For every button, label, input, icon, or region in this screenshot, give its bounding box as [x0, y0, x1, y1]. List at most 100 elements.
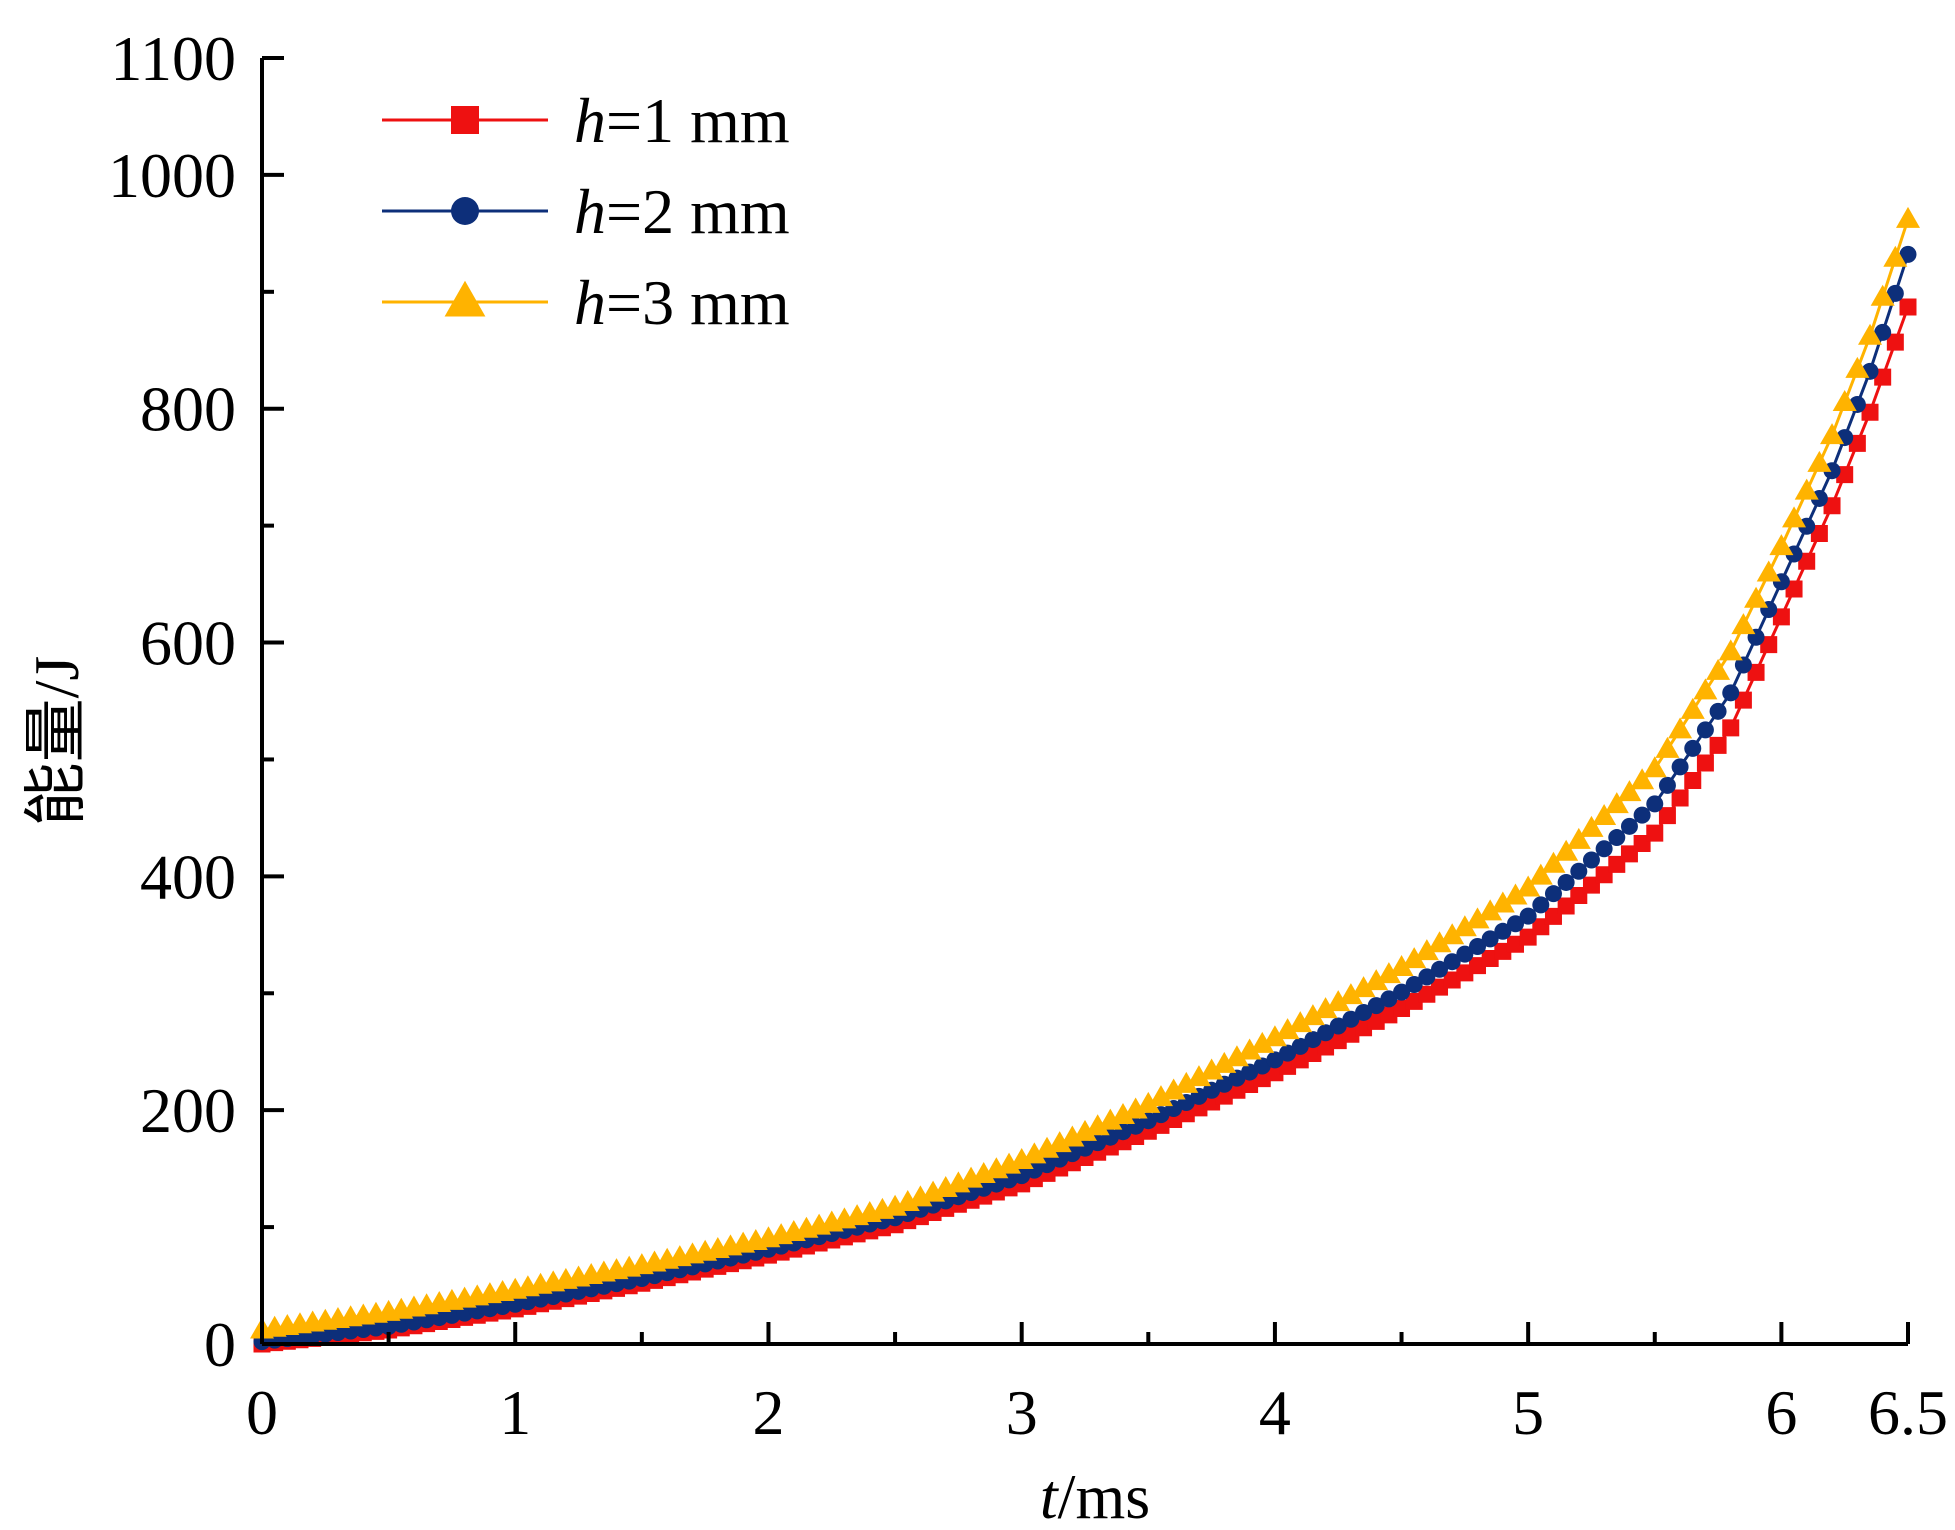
series-1-marker	[1861, 403, 1879, 421]
series-3-marker	[1782, 506, 1807, 528]
series-3-marker	[1237, 1038, 1262, 1060]
series-2-marker	[1443, 953, 1461, 971]
x-tick-label: 1	[499, 1377, 531, 1448]
series-2-marker	[1646, 795, 1664, 813]
series-2-marker	[1722, 684, 1740, 702]
series-3-marker	[1098, 1108, 1123, 1130]
series-2-marker	[1367, 997, 1385, 1015]
series-2-marker	[1405, 976, 1423, 994]
series-2-marker	[1684, 739, 1702, 757]
series-3-marker	[1896, 206, 1920, 228]
series-3-marker	[1313, 997, 1338, 1019]
series-3-marker	[1288, 1011, 1313, 1033]
x-tick-label: 5	[1512, 1377, 1544, 1448]
series-2-marker	[1241, 1063, 1259, 1081]
series-3-marker	[1655, 736, 1680, 758]
series-2-marker	[1355, 1003, 1373, 1021]
series-3-marker	[1035, 1136, 1060, 1158]
series-2-marker	[1899, 245, 1917, 263]
series-3-marker	[1212, 1051, 1237, 1073]
series-2-marker	[1671, 758, 1689, 776]
series-2-marker	[1393, 983, 1411, 1001]
series-3-marker	[1554, 839, 1579, 861]
series-1	[253, 298, 1917, 1353]
series-3-marker	[1452, 915, 1477, 937]
series-2-marker	[1734, 656, 1752, 674]
series-3-marker	[1769, 534, 1794, 556]
series-2-marker	[1582, 851, 1600, 869]
series-1-marker	[1722, 719, 1740, 737]
series-1-marker	[1899, 298, 1917, 316]
series-3-marker	[1326, 990, 1351, 1012]
series-3-marker	[1110, 1103, 1135, 1125]
series-3-marker	[1073, 1119, 1097, 1141]
series-2-line	[261, 253, 1910, 1344]
series-3-marker	[1250, 1031, 1275, 1053]
plot-series-group	[250, 206, 1920, 1353]
series-2-marker	[1620, 817, 1638, 835]
series-2-marker	[1532, 896, 1550, 914]
series-2-marker	[1709, 702, 1727, 720]
series-2-marker	[1886, 284, 1904, 302]
series-3-marker	[1807, 450, 1832, 472]
series-3-marker	[1300, 1004, 1325, 1026]
series-2-marker	[1418, 968, 1436, 986]
series-3-marker	[1794, 478, 1819, 500]
x-tick-label: 3	[1006, 1377, 1038, 1448]
series-3-marker	[1642, 756, 1667, 778]
series-3-marker	[1566, 827, 1591, 849]
legend-label: h=3 mm	[574, 267, 790, 338]
y-tick-label: 1100	[110, 23, 236, 94]
series-3-marker	[1402, 947, 1427, 969]
series-2-marker	[1342, 1010, 1360, 1028]
series-3-marker	[1275, 1018, 1300, 1040]
series-2-marker	[1279, 1044, 1297, 1062]
series-3-marker	[1832, 389, 1857, 411]
series-2	[253, 245, 1917, 1351]
legend: h=1 mm h=2 mm h=3 mm	[382, 85, 790, 338]
series-3-marker	[1351, 976, 1376, 998]
series-2-marker	[1304, 1031, 1322, 1049]
series-3-marker	[1706, 658, 1731, 680]
series-3-marker	[1604, 792, 1629, 814]
legend-item-2: h=2 mm	[382, 176, 790, 247]
series-1-marker	[1696, 754, 1714, 772]
series-2-marker	[1494, 922, 1512, 940]
series-3-marker	[1364, 969, 1389, 991]
series-1-marker	[1760, 636, 1778, 654]
series-3-marker	[1820, 423, 1845, 445]
series-2-marker	[1506, 915, 1524, 933]
series-2-marker	[1608, 829, 1626, 847]
series-2-marker	[1481, 930, 1499, 948]
series-3-marker	[1858, 323, 1883, 345]
series-2-marker	[1266, 1051, 1284, 1069]
legend-marker	[451, 197, 479, 225]
series-1-marker	[1848, 434, 1866, 452]
series-2-marker	[1557, 873, 1575, 891]
series-2-marker	[1329, 1017, 1347, 1035]
x-tick-label: 0	[246, 1377, 278, 1448]
series-3-marker	[1186, 1065, 1211, 1087]
series-1-marker	[1709, 736, 1727, 754]
series-3-marker	[1744, 586, 1769, 608]
series-1-marker	[1823, 497, 1841, 515]
series-3-marker	[1668, 717, 1693, 739]
series-1-marker	[1658, 807, 1676, 825]
legend-marker	[451, 106, 479, 134]
series-1-marker	[1646, 824, 1664, 842]
series-2-marker	[1431, 960, 1449, 978]
series-3-marker	[1199, 1058, 1224, 1080]
series-1-marker	[1886, 333, 1904, 351]
series-3-marker	[1262, 1025, 1287, 1047]
series-2-marker	[1696, 721, 1714, 739]
axes-group: 0 1 2 3 4 5 6 6.5 0 200 400 600 800 1000 1100 t/ms 能量/J	[21, 23, 1948, 1530]
series-3-marker	[1085, 1114, 1110, 1136]
series-3-marker	[1630, 768, 1655, 790]
series-3-marker	[1693, 678, 1718, 700]
series-2-marker	[1544, 885, 1562, 903]
series-3-marker	[1009, 1147, 1034, 1169]
series-1-marker	[1671, 789, 1689, 807]
series-2-marker	[1456, 945, 1474, 963]
legend-label: h=2 mm	[574, 176, 790, 247]
y-tick-label: 1000	[108, 140, 236, 211]
